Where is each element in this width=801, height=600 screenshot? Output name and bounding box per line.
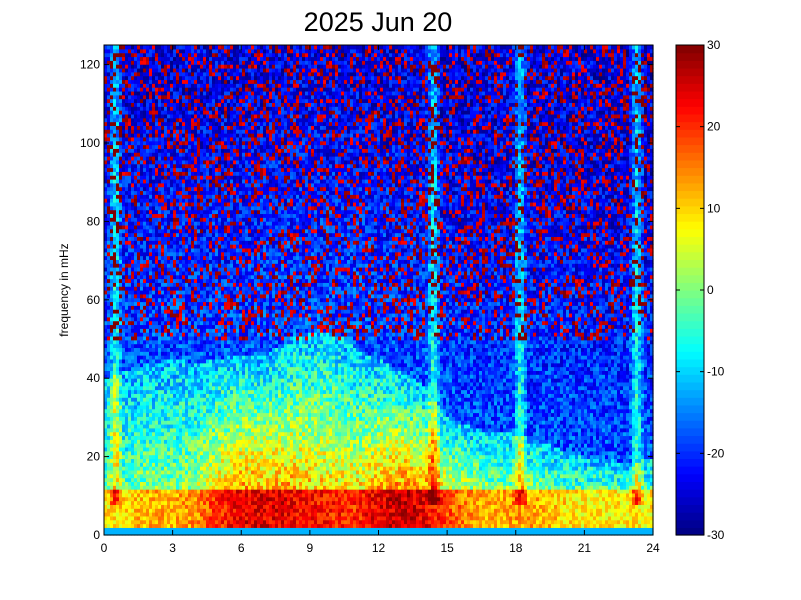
heatmap-cells: [104, 45, 654, 536]
